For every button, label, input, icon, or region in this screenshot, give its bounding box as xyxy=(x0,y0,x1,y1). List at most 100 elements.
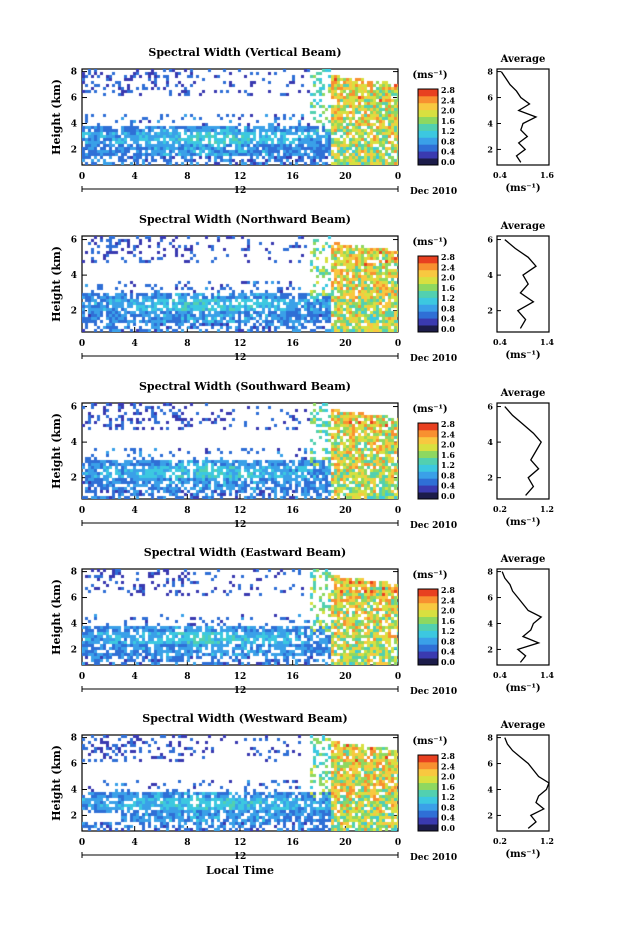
average-x-tick-label: 1.6 xyxy=(540,170,554,180)
x-tick-label: 20 xyxy=(339,172,352,182)
colorbar-segment xyxy=(418,318,438,326)
average-y-tick-label: 4 xyxy=(487,270,493,280)
colorbar-segment xyxy=(418,478,438,486)
average-x-tick-label: 1.2 xyxy=(540,504,554,514)
average-x-tick-label: 1.4 xyxy=(540,337,554,347)
colorbar-segment xyxy=(418,492,438,500)
colorbar-segment xyxy=(418,589,438,597)
x-tick-label: 12 xyxy=(234,672,247,682)
average-frame xyxy=(496,235,550,333)
average-x-title: (ms⁻¹) xyxy=(505,350,540,361)
average-profile-line xyxy=(504,239,537,329)
average-x-title: (ms⁻¹) xyxy=(505,683,540,694)
colorbar-tick-label: 0.8 xyxy=(441,136,455,146)
x-tick-label: 8 xyxy=(184,172,190,182)
colorbar-segment xyxy=(418,761,438,770)
colorbar-segment xyxy=(418,485,438,493)
colorbar-tick-label: 2.4 xyxy=(441,429,455,439)
colorbar-segment xyxy=(418,637,438,645)
average-frame xyxy=(496,734,550,832)
x-tick-label: 16 xyxy=(286,506,299,516)
noon-label: 12 xyxy=(234,353,247,363)
colorbar-segment xyxy=(418,658,438,666)
colorbar-segment xyxy=(418,109,438,118)
colorbar-segment xyxy=(418,630,438,638)
colorbar-tick-label: 2.8 xyxy=(441,252,455,262)
colorbar-tick-label: 2.4 xyxy=(441,262,455,272)
colorbar-segment xyxy=(418,609,438,618)
y-axis-title: Height (km) xyxy=(50,579,63,655)
colorbar-tick-label: 2.4 xyxy=(441,595,455,605)
colorbar-tick-label: 2.0 xyxy=(441,106,455,116)
colorbar-tick-label: 0.8 xyxy=(441,636,455,646)
colorbar-segment xyxy=(418,755,438,763)
x-tick-label: 20 xyxy=(339,672,352,682)
colorbar-tick-label: 0.0 xyxy=(441,157,455,167)
y-tick-label: 4 xyxy=(71,619,77,629)
colorbar-tick-label: 0.8 xyxy=(441,303,455,313)
colorbar-tick-label: 2.8 xyxy=(441,419,455,429)
colorbar-segment xyxy=(418,471,438,479)
colorbar-tick-label: 0.0 xyxy=(441,657,455,667)
x-tick-label: 12 xyxy=(234,838,247,848)
average-frame xyxy=(496,68,550,166)
y-axis-title: Height (km) xyxy=(50,413,63,489)
heatmap-field xyxy=(82,403,398,499)
average-x-title: (ms⁻¹) xyxy=(505,517,540,528)
x-tick-label: 4 xyxy=(132,339,138,349)
average-y-tick-label: 4 xyxy=(487,437,493,447)
x-tick-label: 4 xyxy=(132,172,138,182)
x-tick-label: 8 xyxy=(184,339,190,349)
colorbar-segment xyxy=(418,89,438,97)
colorbar-segment xyxy=(418,616,438,624)
colorbar-segment xyxy=(418,158,438,166)
noon-label: 12 xyxy=(234,520,247,530)
colorbar-segment xyxy=(418,651,438,659)
y-tick-label: 8 xyxy=(71,734,77,744)
colorbar-tick-label: 0.4 xyxy=(441,647,455,657)
colorbar-tick-label: 0.4 xyxy=(441,481,455,491)
colorbar-tick-label: 2.0 xyxy=(441,273,455,283)
average-x-tick-label: 0.4 xyxy=(493,170,507,180)
average-profile-line xyxy=(504,406,542,496)
colorbar-tick-label: 1.2 xyxy=(441,293,455,303)
colorbar-frame xyxy=(417,88,439,166)
colorbar-segment xyxy=(418,782,438,790)
month-label: Dec 2010 xyxy=(410,354,457,364)
colorbar-segment xyxy=(418,95,438,104)
average-x-title: (ms⁻¹) xyxy=(505,183,540,194)
colorbar-tick-label: 0.4 xyxy=(441,314,455,324)
y-tick-label: 8 xyxy=(71,68,77,78)
colorbar-tick-label: 1.2 xyxy=(441,126,455,136)
colorbar-segment xyxy=(418,262,438,271)
average-x-tick-label: 0.2 xyxy=(493,836,507,846)
colorbar-tick-label: 0.8 xyxy=(441,802,455,812)
average-frame xyxy=(496,568,550,666)
colorbar-unit: (ms⁻¹) xyxy=(412,70,447,81)
x-tick-label: 0 xyxy=(395,838,401,848)
colorbar-segment xyxy=(418,457,438,465)
x-tick-label: 4 xyxy=(132,672,138,682)
x-axis-title: Local Time xyxy=(206,864,274,877)
colorbar-segment xyxy=(418,102,438,111)
colorbar-frame xyxy=(417,422,439,500)
x-tick-label: 8 xyxy=(184,838,190,848)
colorbar-segment xyxy=(418,144,438,152)
x-tick-label: 0 xyxy=(79,339,85,349)
colorbar-tick-label: 0.0 xyxy=(441,491,455,501)
colorbar-segment xyxy=(418,283,438,291)
colorbar-segment xyxy=(418,803,438,811)
y-tick-label: 4 xyxy=(71,119,77,129)
y-tick-label: 2 xyxy=(71,145,77,155)
average-profile-line xyxy=(504,737,550,829)
average-y-tick-label: 8 xyxy=(487,567,493,577)
y-tick-label: 2 xyxy=(71,645,77,655)
average-y-tick-label: 2 xyxy=(487,473,493,483)
colorbar-tick-label: 2.8 xyxy=(441,85,455,95)
colorbar-segment xyxy=(418,297,438,305)
average-y-tick-label: 2 xyxy=(487,644,493,654)
month-label: Dec 2010 xyxy=(410,687,457,697)
colorbar-tick-label: 0.4 xyxy=(441,813,455,823)
x-tick-label: 0 xyxy=(395,339,401,349)
average-x-tick-label: 1.4 xyxy=(540,670,554,680)
